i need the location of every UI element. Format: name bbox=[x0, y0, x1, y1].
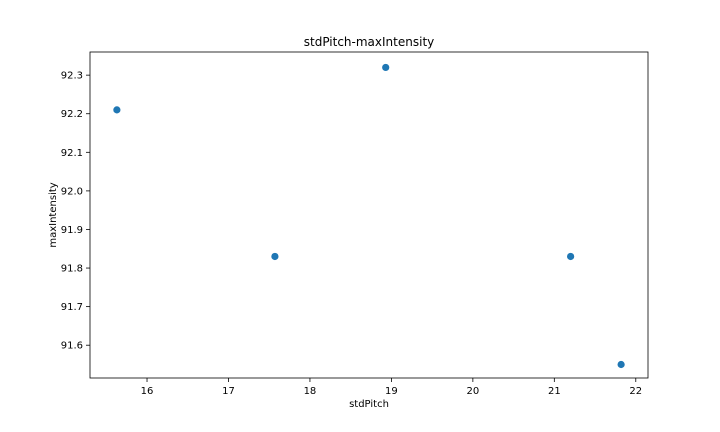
x-tick-label: 18 bbox=[304, 386, 317, 397]
scatter-point bbox=[617, 360, 625, 369]
y-tick-label: 92.1 bbox=[61, 148, 83, 159]
scatter-point bbox=[382, 63, 390, 72]
chart-title: stdPitch-maxIntensity bbox=[304, 35, 435, 49]
y-tick-label: 92.3 bbox=[61, 71, 83, 82]
x-tick-label: 17 bbox=[222, 386, 235, 397]
x-tick-label: 22 bbox=[629, 386, 642, 397]
y-tick-label: 92.0 bbox=[61, 186, 83, 197]
y-axis-label: maxIntensity bbox=[48, 182, 59, 247]
x-tick-label: 21 bbox=[548, 386, 561, 397]
x-tick-label: 16 bbox=[141, 386, 154, 397]
y-tick-label: 92.2 bbox=[61, 109, 83, 120]
plot-area-frame bbox=[89, 51, 649, 379]
y-axis-ticks: 91.6 91.7 91.8 91.9 92.0 92.1 92.2 92.3 bbox=[61, 71, 90, 352]
scatter-point bbox=[113, 106, 121, 114]
scatter-points bbox=[113, 63, 625, 369]
scatter-point bbox=[567, 252, 575, 261]
x-tick-label: 20 bbox=[466, 386, 479, 397]
y-tick-label: 91.9 bbox=[61, 225, 83, 236]
y-tick-label: 91.7 bbox=[61, 302, 83, 313]
y-tick-label: 91.6 bbox=[61, 341, 83, 352]
y-tick-label: 91.8 bbox=[61, 264, 83, 275]
x-axis-label: stdPitch bbox=[349, 399, 389, 410]
x-tick-label: 19 bbox=[385, 386, 398, 397]
x-axis-ticks: 16 17 18 19 20 21 22 bbox=[141, 378, 642, 397]
scatter-point bbox=[271, 252, 279, 261]
